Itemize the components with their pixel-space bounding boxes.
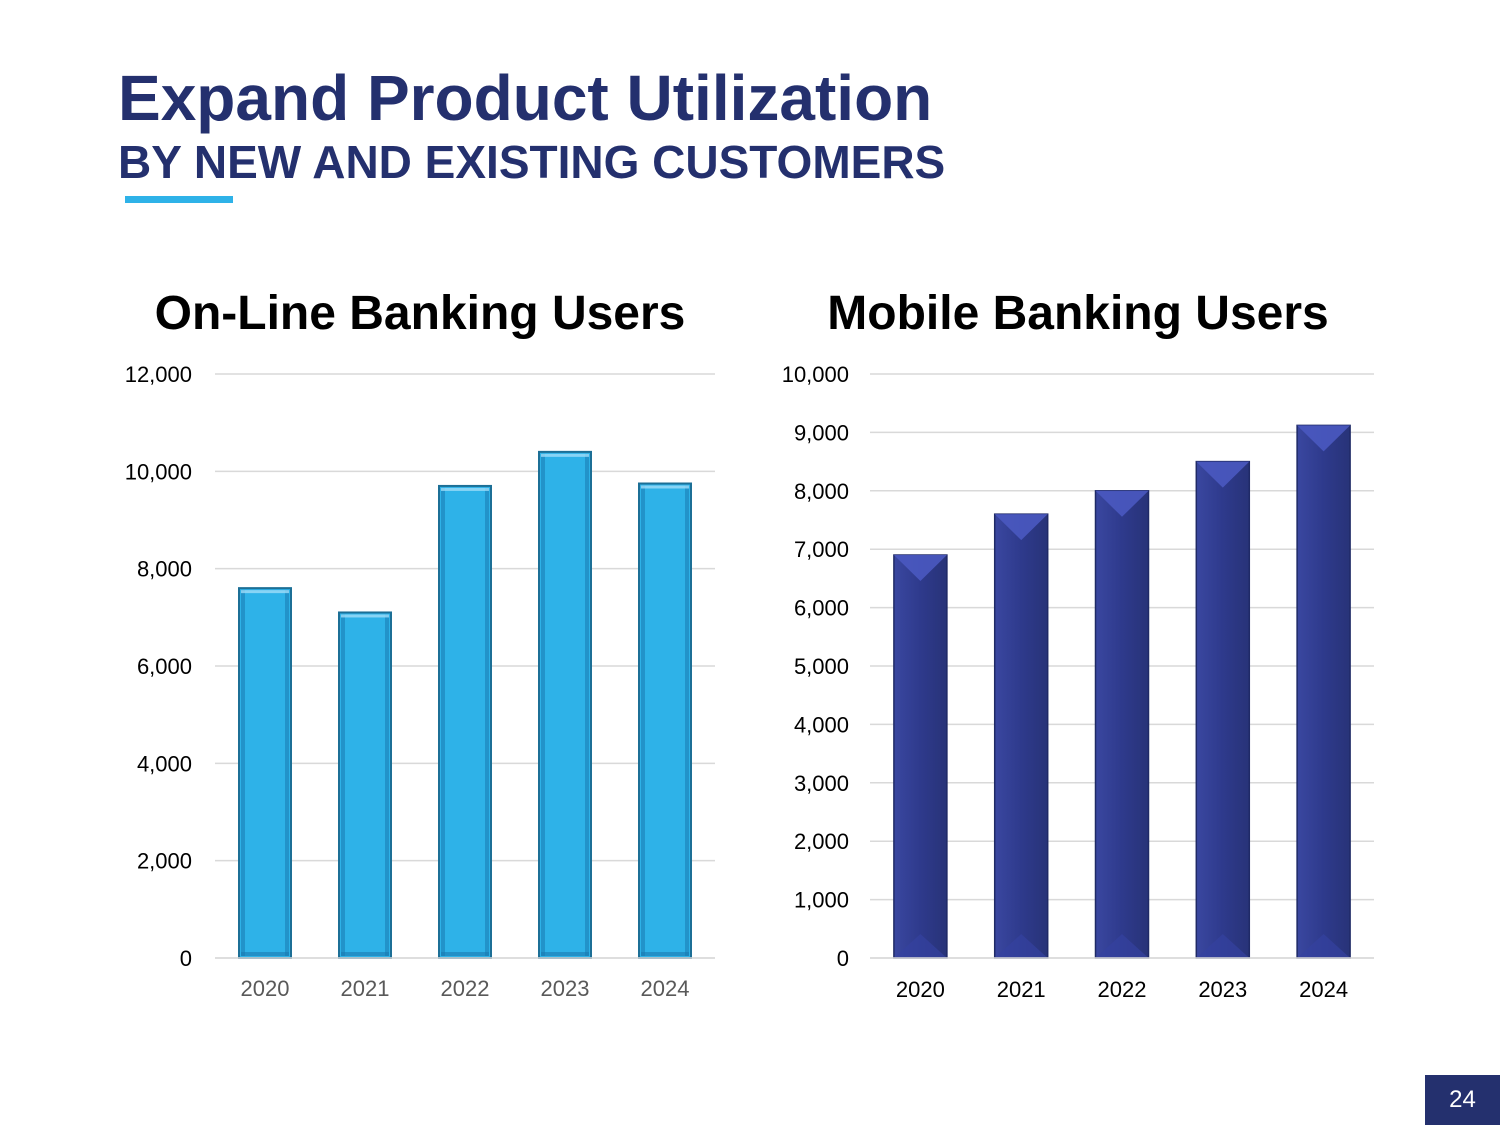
- y-tick-label: 3,000: [794, 771, 849, 796]
- bar-bevel-bottom: [541, 952, 589, 956]
- y-tick-label: 12,000: [125, 362, 192, 387]
- x-tick-label: 2023: [1198, 977, 1247, 1002]
- bar: [438, 484, 492, 959]
- y-tick-label: 0: [837, 946, 849, 971]
- bar: [238, 587, 292, 960]
- bar-bevel-left: [441, 487, 445, 956]
- bar-bevel-left: [641, 485, 645, 956]
- bar-bevel-top: [1196, 461, 1250, 488]
- y-tick-label: 10,000: [782, 362, 849, 387]
- bar-bevel-bottom: [1095, 934, 1149, 958]
- x-tick-label: 2021: [341, 976, 390, 1001]
- slide-title: Expand Product Utilization: [118, 62, 933, 134]
- bar-bevel-left: [241, 590, 245, 956]
- y-tick-label: 8,000: [137, 557, 192, 582]
- mobile-banking-chart: 0 1,000 2,000 3,000 4,000 5,000 6,000 7,000 8,00…: [782, 362, 1374, 1002]
- y-tick-label: 2,000: [137, 849, 192, 874]
- bar-bevel-left: [541, 453, 545, 956]
- x-tick-label: 2020: [896, 977, 945, 1002]
- y-tick-label: 2,000: [794, 829, 849, 854]
- slide-subtitle: BY NEW AND EXISTING CUSTOMERS: [118, 136, 946, 188]
- page-number-badge: 24: [1425, 1075, 1500, 1125]
- bar-bevel-top: [541, 453, 589, 457]
- bar-bevel-bottom: [893, 934, 947, 958]
- y-tick-label: 10,000: [125, 459, 192, 484]
- bar-bevel-bottom: [441, 952, 489, 956]
- y-tick-label: 9,000: [794, 420, 849, 445]
- bar-bevel-bottom: [994, 934, 1048, 958]
- bar-bevel-bottom: [1297, 934, 1351, 958]
- bar: [993, 513, 1049, 959]
- mobile-banking-chart-title: Mobile Banking Users: [827, 287, 1329, 340]
- title-accent-bar: [125, 196, 233, 203]
- y-tick-label: 1,000: [794, 888, 849, 913]
- y-tick-label: 4,000: [794, 712, 849, 737]
- x-tick-label: 2024: [1299, 977, 1348, 1002]
- bar-bevel-right: [385, 614, 389, 956]
- bar-bevel-bottom: [341, 952, 389, 956]
- x-tick-label: 2021: [997, 977, 1046, 1002]
- x-tick-label: 2020: [241, 976, 290, 1001]
- bar-bevel-top: [1095, 490, 1149, 517]
- bar-bevel-right: [285, 590, 289, 956]
- bar: [893, 554, 948, 959]
- bar-bevel-top: [1297, 425, 1351, 452]
- x-tick-label: 2022: [1098, 977, 1147, 1002]
- bar: [1195, 460, 1251, 959]
- y-tick-label: 8,000: [794, 479, 849, 504]
- x-tick-label: 2022: [441, 976, 490, 1001]
- bar: [638, 482, 692, 959]
- bar-bevel-top: [441, 487, 489, 491]
- bar-bevel-bottom: [1196, 934, 1250, 958]
- bar-bevel-right: [485, 487, 489, 956]
- y-tick-label: 4,000: [137, 751, 192, 776]
- online-banking-chart-title: On-Line Banking Users: [154, 287, 686, 340]
- y-tick-label: 5,000: [794, 654, 849, 679]
- bar-bevel-bottom: [641, 952, 689, 956]
- bar: [1094, 490, 1150, 959]
- y-tick-label: 7,000: [794, 537, 849, 562]
- bar: [1296, 424, 1351, 959]
- bar-bevel-top: [241, 590, 289, 594]
- x-tick-label: 2023: [541, 976, 590, 1001]
- bar-bevel-top: [341, 614, 389, 618]
- y-tick-label: 0: [180, 946, 192, 971]
- bar-bevel-right: [585, 453, 589, 956]
- bar-bevel-right: [685, 485, 689, 956]
- bar: [338, 611, 392, 959]
- online-banking-chart: 0 2,000 4,000 6,000 8,000 10,000 12,000 2020 202…: [125, 362, 715, 1001]
- bar-bevel-top: [994, 514, 1048, 541]
- bar-bevel-bottom: [241, 952, 289, 956]
- y-tick-label: 6,000: [794, 596, 849, 621]
- bar-bevel-top: [893, 555, 947, 582]
- y-tick-label: 6,000: [137, 654, 192, 679]
- bar-bevel-top: [641, 485, 689, 489]
- bar-bevel-left: [341, 614, 345, 956]
- x-tick-label: 2024: [641, 976, 690, 1001]
- bar: [538, 450, 592, 959]
